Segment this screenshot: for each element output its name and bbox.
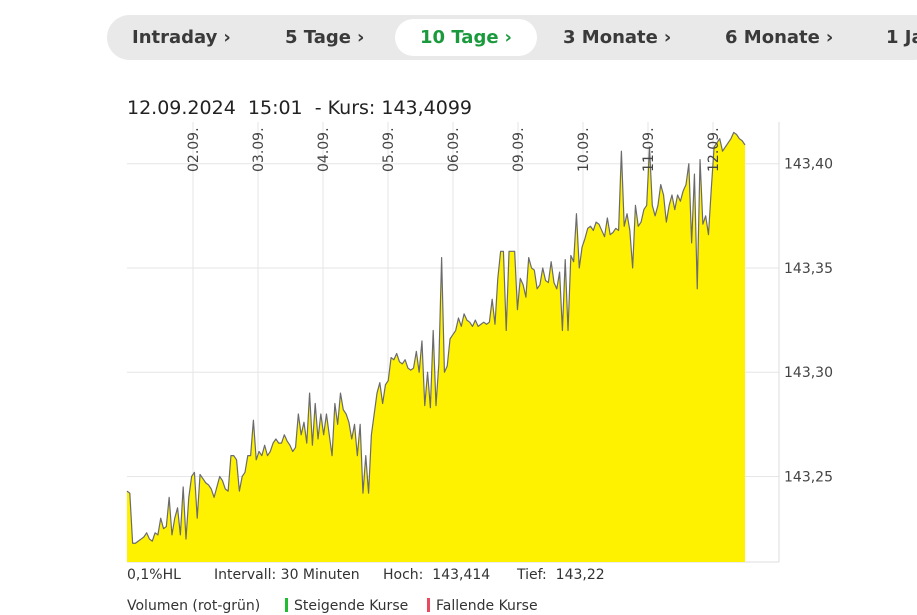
y-tick-label: 143,25 [784, 470, 833, 486]
tab-6-monate-label: 6 Monate [725, 27, 820, 48]
tab-intraday[interactable]: Intraday › [132, 19, 231, 56]
x-tick-label: 05.09. [381, 127, 397, 172]
tab-intraday-label: Intraday [132, 27, 218, 48]
x-tick-label: 04.09. [316, 127, 332, 172]
header-date: 12.09.2024 [127, 97, 236, 119]
tab-6-monate[interactable]: 6 Monate › [725, 19, 833, 56]
tab-1-jahr-label: 1 Ja [886, 27, 917, 48]
chevron-right-icon: › [357, 27, 365, 48]
chevron-right-icon: › [504, 27, 512, 48]
tab-5-tage[interactable]: 5 Tage › [285, 19, 364, 56]
x-tick-label: 06.09. [446, 127, 462, 172]
legend-falling-label: Fallende Kurse [436, 598, 538, 614]
tab-10-tage[interactable]: 10 Tage › [395, 19, 537, 56]
x-tick-label: 12.09. [706, 127, 722, 172]
header-time: 15:01 [247, 97, 303, 119]
legend-rising[interactable]: Steigende Kurse [285, 598, 408, 614]
x-tick-label: 10.09. [576, 127, 592, 172]
tab-3-monate-label: 3 Monate [563, 27, 658, 48]
rising-marker [285, 598, 288, 612]
stat-low: Tief: 143,22 [517, 567, 605, 583]
falling-marker [427, 598, 430, 612]
chevron-right-icon: › [825, 27, 834, 48]
stat-hl: 0,1%HL [127, 567, 181, 583]
stat-interval: Intervall: 30 Minuten [214, 567, 360, 583]
legend-falling[interactable]: Fallende Kurse [427, 598, 538, 614]
chart-header: 12.09.2024 15:01 - Kurs: 143,4099 [127, 97, 472, 119]
chevron-right-icon: › [223, 27, 231, 48]
x-tick-label: 09.09. [511, 127, 527, 172]
chevron-right-icon: › [663, 27, 672, 48]
period-tab-bar: Intraday › 5 Tage › 10 Tage › 3 Monate › 6 M… [107, 15, 917, 60]
tab-3-monate[interactable]: 3 Monate › [563, 19, 671, 56]
header-kurs: - Kurs: 143,4099 [314, 97, 473, 119]
x-tick-label: 11.09. [641, 127, 657, 172]
y-tick-label: 143,35 [784, 261, 833, 277]
x-tick-label: 02.09. [186, 127, 202, 172]
legend-volume: Volumen (rot-grün) [127, 598, 261, 614]
price-line [126, 131, 746, 544]
y-tick-label: 143,30 [784, 365, 833, 381]
tab-1-jahr[interactable]: 1 Ja [886, 19, 917, 56]
tab-10-tage-label: 10 Tage [420, 27, 499, 48]
stat-high: Hoch: 143,414 [383, 567, 491, 583]
tab-5-tage-label: 5 Tage [285, 27, 351, 48]
x-tick-label: 03.09. [251, 127, 267, 172]
y-tick-label: 143,40 [784, 157, 833, 173]
legend-rising-label: Steigende Kurse [294, 598, 409, 614]
price-area [127, 132, 745, 562]
